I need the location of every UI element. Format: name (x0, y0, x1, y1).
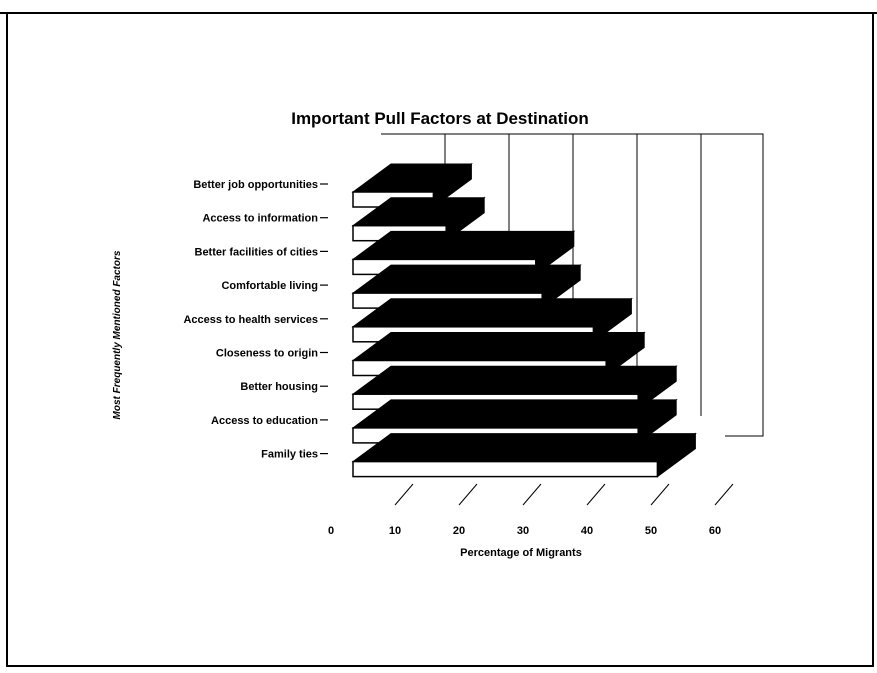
y-axis-label: Most Frequently Mentioned Factors (112, 250, 123, 419)
floor-gridline (714, 483, 734, 506)
x-tick-label: 60 (709, 525, 721, 537)
bar (351, 163, 473, 208)
x-tick-label: 30 (517, 525, 529, 537)
x-tick-label: 50 (645, 525, 657, 537)
bar (351, 432, 697, 478)
back-wall (381, 133, 764, 437)
bar-top-face (351, 399, 678, 429)
x-tick-label: 10 (389, 525, 401, 537)
bar-top-face (351, 433, 697, 463)
category-label: Comfortable living (221, 280, 318, 292)
category-label: Better job opportunities (193, 179, 318, 191)
category-label: Better facilities of cities (195, 246, 319, 258)
x-axis-label: Percentage of Migrants (460, 547, 582, 559)
x-tick-label: 0 (328, 525, 334, 537)
category-label: Family ties (261, 449, 318, 461)
x-tick-label: 20 (453, 525, 465, 537)
x-tick-label: 40 (581, 525, 593, 537)
bar-top-face (351, 298, 633, 328)
category-labels: Better job opportunities Access to inform… (183, 179, 328, 461)
floor-gridline (394, 483, 414, 506)
category-label: Access to health services (183, 314, 318, 326)
x-axis-ticks: 0 10 20 30 40 50 60 (328, 525, 721, 537)
bars (351, 163, 697, 478)
bar-front-face (352, 460, 659, 478)
floor-gridline (458, 483, 478, 506)
chart-title: Important Pull Factors at Destination (291, 109, 589, 128)
bar-top-face (351, 264, 582, 294)
floor-gridline (522, 483, 542, 506)
category-label: Closeness to origin (216, 348, 318, 360)
floor-gridline (586, 483, 606, 506)
category-label: Access to education (211, 415, 318, 427)
bar-top-face (351, 365, 678, 395)
bar-top-face (351, 332, 646, 361)
category-label: Access to information (202, 213, 318, 225)
figure-frame (6, 12, 874, 667)
category-label: Better housing (240, 381, 318, 393)
floor-gridline (650, 483, 670, 506)
